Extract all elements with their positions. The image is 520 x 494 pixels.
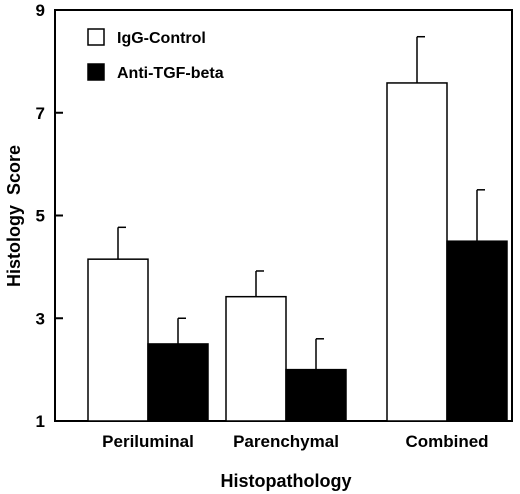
y-axis-ticks: 1 3 5 7 9 [36,1,63,431]
legend: IgG-Control Anti-TGF-beta [87,28,224,82]
bar-igg-control-periluminal [87,258,149,422]
error-bars [117,35,485,370]
y-axis-title: Histology Score [4,145,24,287]
y-tick-label: 7 [36,104,45,123]
x-axis-title: Histopathology [221,471,352,491]
bar-anti-tgf-beta-combined [446,240,508,422]
y-tick-label: 9 [36,1,45,20]
bars [87,82,508,422]
bar-anti-tgf-beta-parenchymal [285,368,347,422]
y-tick-label: 1 [36,412,45,431]
x-tick-label-combined: Combined [405,432,488,451]
y-tick-label: 5 [36,207,45,226]
bar-igg-control-parenchymal [225,295,287,422]
legend-label-anti-tgf-beta: Anti-TGF-beta [117,65,224,82]
x-tick-label-periluminal: Periluminal [102,432,194,451]
legend-swatch-igg-control [87,28,105,46]
bar-igg-control-combined [386,82,448,422]
bar-anti-tgf-beta-periluminal [147,343,209,422]
legend-label-igg-control: IgG-Control [117,30,206,47]
legend-swatch-anti-tgf-beta [87,63,105,81]
x-tick-label-parenchymal: Parenchymal [233,432,339,451]
y-tick-label: 3 [36,309,45,328]
x-axis-tick-labels: Periluminal Parenchymal Combined [102,432,488,451]
